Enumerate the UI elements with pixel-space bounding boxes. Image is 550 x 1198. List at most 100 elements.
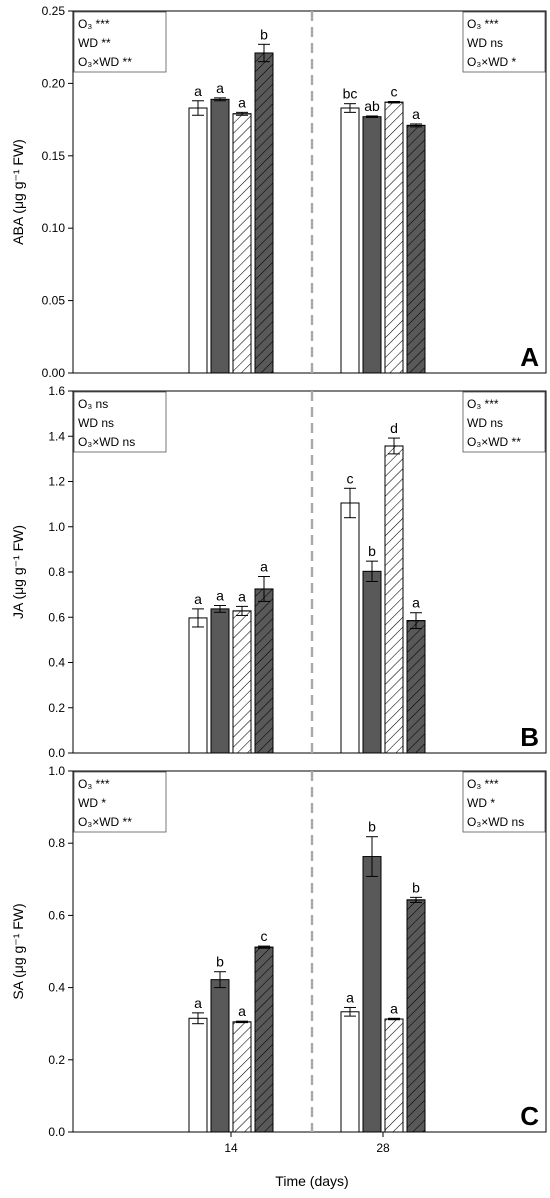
stats-line: O₃×WD *	[467, 55, 517, 69]
bar-hatch	[232, 1021, 252, 1133]
significance-letter: b	[260, 26, 268, 42]
bar	[362, 570, 382, 754]
chart-panels: 0.00 0.05 0.10 0.15 0.20 0.25 ABA (μg g⁻¹ FW) a…	[10, 4, 547, 1155]
bar-hatch	[254, 946, 274, 1133]
stats-line: WD *	[78, 796, 106, 810]
stats-line: O₃ ***	[467, 397, 499, 411]
y-axis-title: SA (μg g⁻¹ FW)	[10, 903, 26, 999]
stats-line: O₃ ns	[78, 397, 108, 411]
bar-hatch	[384, 445, 404, 754]
bar	[210, 98, 230, 374]
y-tick-label: 0.8	[48, 565, 65, 579]
significance-letter: d	[390, 420, 398, 436]
significance-letter: bc	[343, 86, 358, 102]
significance-letter: c	[391, 84, 398, 100]
bar-hatch	[254, 588, 274, 754]
panel-letter: A	[520, 342, 539, 372]
stats-line: O₃ ***	[78, 17, 110, 31]
bar	[210, 979, 230, 1133]
y-tick-label: 0.0	[48, 1125, 65, 1139]
significance-letter: a	[194, 83, 202, 99]
y-tick-label: 1.4	[48, 429, 65, 443]
y-tick-label: 0.05	[42, 294, 66, 308]
stats-line: O₃ ***	[467, 777, 499, 791]
significance-letter: c	[347, 470, 354, 486]
significance-letter: a	[260, 559, 268, 575]
panel-c: 0.0 0.2 0.4 0.6 0.8 1.0 SA (μg g⁻¹ FW) a b a c a b a b…	[10, 764, 547, 1155]
y-tick-label: 0.4	[48, 656, 65, 670]
stats-box-left	[73, 11, 167, 73]
bar	[340, 502, 360, 754]
significance-letter: ab	[364, 98, 380, 114]
significance-letter: b	[412, 879, 420, 895]
significance-letter: a	[412, 106, 420, 122]
stats-line: O₃×WD **	[78, 815, 132, 829]
y-tick-label: 1.6	[48, 384, 65, 398]
bar-hatch	[406, 899, 426, 1133]
significance-letter: a	[194, 591, 202, 607]
stats-line: O₃×WD ns	[467, 815, 524, 829]
x-tick-label: 28	[376, 1141, 390, 1155]
stats-line: WD ns	[467, 416, 503, 430]
stats-box-left	[73, 391, 167, 453]
stats-line: O₃×WD **	[467, 435, 521, 449]
stats-line: WD ns	[78, 416, 114, 430]
plot-frame	[72, 770, 547, 1133]
x-axis-title: Time (days)	[275, 1173, 348, 1189]
y-tick-label: 1.0	[48, 520, 65, 534]
bar-hatch	[406, 620, 426, 754]
stats-box-left	[73, 771, 167, 833]
significance-letter: a	[194, 995, 202, 1011]
significance-letter: a	[238, 588, 246, 604]
y-tick-label: 0.2	[48, 701, 65, 715]
significance-letter: a	[346, 989, 354, 1005]
y-axis-title: ABA (μg g⁻¹ FW)	[10, 139, 26, 245]
y-tick-label: 0.25	[42, 4, 66, 18]
bar	[188, 1017, 208, 1133]
y-tick-label: 0.00	[42, 366, 66, 380]
panel-letter: C	[520, 1101, 539, 1131]
bar-hatch	[384, 101, 404, 374]
stats-line: O₃ ***	[467, 17, 499, 31]
y-tick-label: 0.6	[48, 908, 65, 922]
significance-letter: a	[238, 94, 246, 110]
stats-box-right	[462, 11, 546, 73]
bar	[362, 856, 382, 1133]
significance-letter: a	[216, 80, 224, 96]
bar	[340, 107, 360, 374]
y-axis-title: JA (μg g⁻¹ FW)	[10, 525, 26, 619]
y-tick-label: 0.20	[42, 76, 66, 90]
panel-letter: B	[520, 722, 539, 752]
bar-hatch	[254, 52, 274, 374]
y-tick-label: 0.2	[48, 1053, 65, 1067]
stats-line: O₃×WD **	[78, 55, 132, 69]
significance-letter: a	[412, 595, 420, 611]
panel-b: 0.0 0.2 0.4 0.6 0.8 1.0 1.2 1.4 1.6 JA (μg g⁻¹ FW…	[10, 384, 547, 760]
stats-line: WD ns	[467, 36, 503, 50]
significance-letter: a	[390, 1000, 398, 1016]
bar	[210, 608, 230, 754]
bar	[188, 617, 208, 754]
bar	[340, 1011, 360, 1133]
significance-letter: a	[216, 587, 224, 603]
significance-letter: b	[368, 543, 376, 559]
plot-frame	[72, 10, 547, 374]
bar-hatch	[232, 113, 252, 374]
panel-a: 0.00 0.05 0.10 0.15 0.20 0.25 ABA (μg g⁻¹ FW) a…	[10, 4, 547, 380]
y-tick-label: 0.6	[48, 610, 65, 624]
stats-line: WD *	[467, 796, 495, 810]
significance-letter: b	[216, 954, 224, 970]
bar-hatch	[232, 610, 252, 754]
y-tick-label: 0.4	[48, 981, 65, 995]
bar-hatch	[384, 1018, 404, 1133]
bar	[362, 116, 382, 374]
stats-line: WD **	[78, 36, 111, 50]
y-tick-label: 0.0	[48, 746, 65, 760]
y-tick-label: 0.15	[42, 149, 66, 163]
y-tick-label: 1.2	[48, 475, 65, 489]
significance-letter: a	[238, 1003, 246, 1019]
bar	[188, 107, 208, 374]
stats-box-right	[462, 771, 546, 833]
y-tick-label: 1.0	[48, 764, 65, 778]
